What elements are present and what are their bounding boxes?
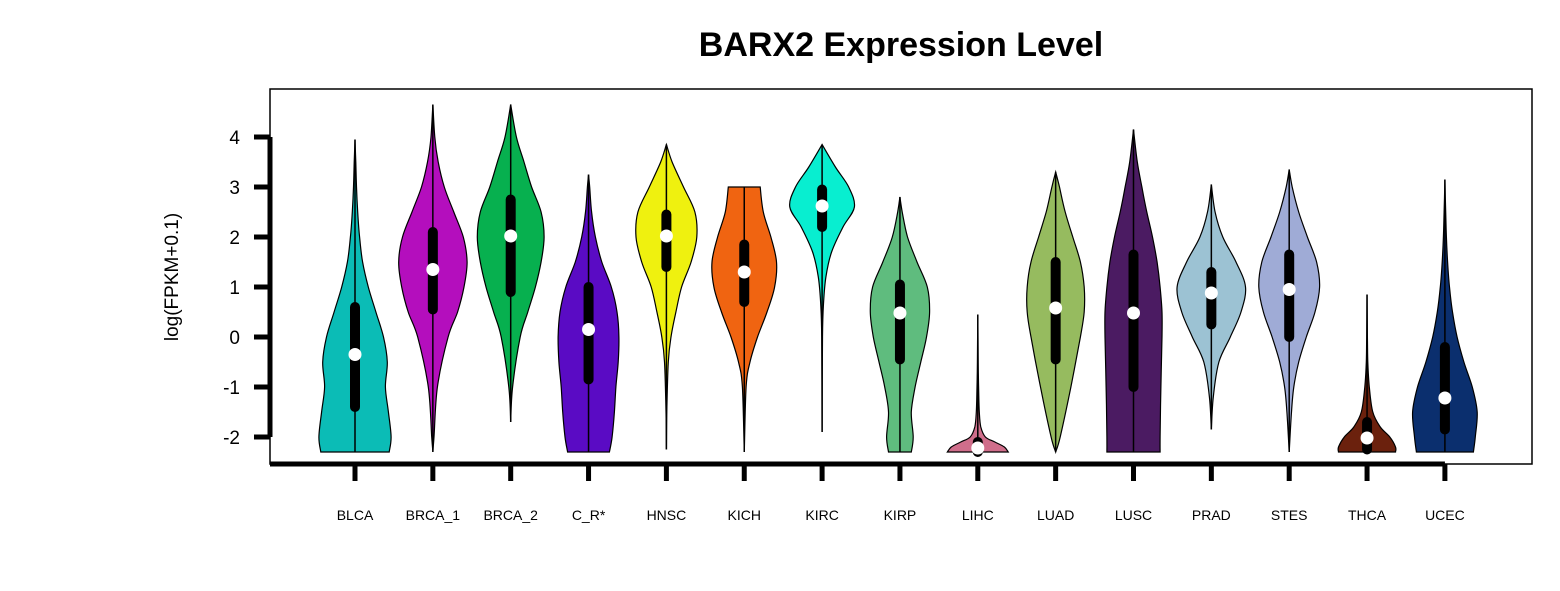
violin-ucec bbox=[1411, 179, 1478, 453]
y-tick-label: 1 bbox=[229, 278, 240, 299]
y-axis-label: log(FPKM+0.1) bbox=[162, 213, 183, 341]
chart-title: BARX2 Expression Level bbox=[698, 26, 1104, 64]
violin-median bbox=[1204, 286, 1218, 300]
x-tick-label: KICH bbox=[728, 507, 761, 523]
x-tick-label: LUSC bbox=[1115, 507, 1152, 523]
violin-stes bbox=[1258, 169, 1321, 453]
violin-blca bbox=[318, 139, 392, 453]
y-tick-label: 3 bbox=[229, 178, 240, 199]
x-tick-label: KIRC bbox=[805, 507, 838, 523]
violin-median bbox=[1360, 431, 1374, 445]
violin-median bbox=[504, 229, 518, 243]
violin-median bbox=[426, 263, 440, 276]
violin-prad bbox=[1176, 184, 1247, 430]
violin-layer bbox=[318, 104, 1478, 457]
violin-brca-1 bbox=[398, 104, 468, 453]
violin-brca-2 bbox=[476, 104, 545, 423]
x-tick-label: LIHC bbox=[962, 507, 994, 523]
violin-lusc bbox=[1104, 129, 1163, 453]
x-tick-label: HNSC bbox=[647, 507, 687, 523]
y-tick-label: -1 bbox=[223, 378, 240, 399]
x-tick-label: BRCA_2 bbox=[483, 507, 538, 523]
y-tick-label: 2 bbox=[229, 228, 240, 249]
violin-hnsc bbox=[635, 142, 698, 450]
violin-thca bbox=[1337, 294, 1397, 455]
violin-median bbox=[1438, 391, 1452, 405]
violin-median bbox=[1127, 306, 1140, 320]
violin-median bbox=[1282, 283, 1296, 296]
x-tick-label: PRAD bbox=[1192, 507, 1231, 523]
y-tick-label: 4 bbox=[229, 128, 240, 149]
violin-median bbox=[971, 441, 985, 455]
y-tick-label: -2 bbox=[223, 428, 240, 449]
violin-lihc bbox=[946, 314, 1010, 457]
x-tick-label: KIRP bbox=[884, 507, 917, 523]
axes-layer: -2 -1 0 1 2 3 4 BLCA BRCA_1 BRCA_2 C_R* HNSC KICH KIR… bbox=[223, 128, 1465, 523]
x-tick-label: C_R* bbox=[572, 507, 606, 523]
violin-median bbox=[348, 348, 362, 361]
x-tick-label: THCA bbox=[1348, 507, 1387, 523]
violin-kich bbox=[711, 186, 778, 453]
violin-kirc bbox=[789, 143, 856, 433]
violin-median bbox=[815, 199, 829, 213]
violin-median bbox=[1049, 301, 1063, 315]
violin-median bbox=[737, 265, 751, 279]
x-tick-label: BRCA_1 bbox=[406, 507, 461, 523]
y-tick-label: 0 bbox=[229, 328, 240, 349]
violin-kirp bbox=[869, 196, 931, 453]
violin-median bbox=[582, 323, 596, 336]
violin-luad bbox=[1026, 169, 1086, 455]
violin-c-r- bbox=[557, 174, 620, 453]
violin-median bbox=[893, 306, 907, 320]
x-tick-label: STES bbox=[1271, 507, 1308, 523]
violin-median bbox=[659, 229, 673, 243]
x-tick-label: UCEC bbox=[1425, 507, 1465, 523]
x-tick-label: BLCA bbox=[337, 507, 374, 523]
x-tick-label: LUAD bbox=[1037, 507, 1074, 523]
